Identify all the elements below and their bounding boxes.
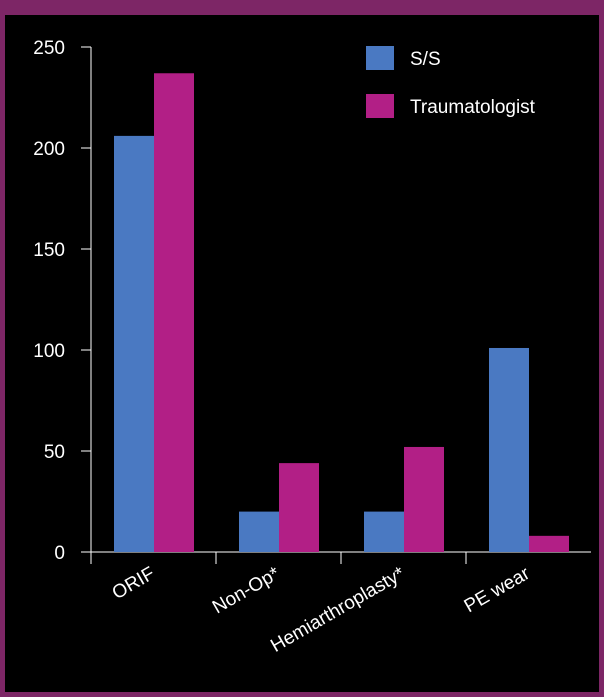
bar-s-s-2	[364, 512, 404, 552]
x-tick-labels: ORIF Non-Op*Hemiarthroplasty* PE wear	[109, 563, 534, 657]
y-tick-label: 250	[33, 38, 65, 59]
bar-s-s-1	[239, 512, 279, 552]
x-category-label: PE wear	[461, 563, 534, 617]
bar-traumatologist-0	[154, 73, 194, 552]
y-tick-label: 200	[33, 139, 65, 160]
bar-s-s-0	[114, 136, 154, 552]
bar-s-s-3	[489, 348, 529, 552]
legend-label: S/S	[410, 49, 441, 70]
y-tick-label: 100	[33, 341, 65, 362]
x-category-label: ORIF	[109, 563, 159, 604]
legend: S/S Traumatologist	[366, 46, 536, 118]
bar-chart: ORIF Non-Op*Hemiarthroplasty* PE wear 0 50 1…	[5, 15, 599, 697]
y-tick-label: 150	[33, 240, 65, 261]
x-category-label: Hemiarthroplasty*	[267, 563, 409, 657]
y-tick-labels: 0 50 100 150 200 250	[33, 38, 65, 564]
legend-swatch	[366, 94, 394, 118]
bar-traumatologist-3	[529, 536, 569, 552]
bars	[114, 73, 569, 552]
legend-swatch	[366, 46, 394, 70]
legend-label: Traumatologist	[410, 97, 536, 118]
x-category-label: Non-Op*	[209, 563, 284, 618]
bar-traumatologist-1	[279, 463, 319, 552]
y-tick-label: 0	[54, 543, 65, 564]
y-tick-label: 50	[44, 442, 65, 463]
bar-traumatologist-2	[404, 447, 444, 552]
